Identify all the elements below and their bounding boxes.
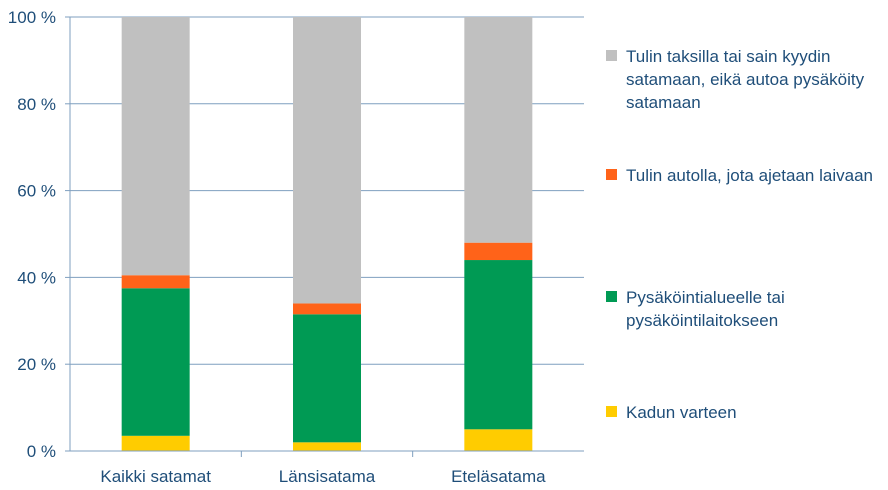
bar-segment-3-3 — [464, 242, 533, 261]
legend-label-car-onboard: Tulin autolla, jota ajetaan laivaan — [626, 166, 873, 185]
legend-item-parking: Pysäköintialueelle tai pysäköintilaitoks… — [606, 286, 881, 332]
legend-label-taxi: Tulin taksilla tai sain kyydin satamaan,… — [626, 47, 865, 112]
legend-swatch-street — [606, 406, 617, 417]
y-tick-label: 0 % — [27, 442, 56, 461]
y-tick-label: 100 % — [8, 8, 56, 27]
bar-segment-3-4 — [464, 17, 533, 243]
legend-item-street: Kadun varteen — [606, 401, 881, 424]
y-tick-labels: 0 % 20 % 40 % 60 % 80 % 100 % — [8, 8, 56, 461]
bar-segment-1-1 — [121, 435, 190, 451]
bar-segment-2-4 — [293, 17, 361, 304]
legend-label-street: Kadun varteen — [626, 403, 737, 422]
y-tick-label: 60 % — [17, 182, 56, 201]
bar-segment-3-2 — [464, 260, 533, 430]
legend-swatch-car-onboard — [606, 169, 617, 180]
x-category-label: Eteläsatama — [451, 467, 546, 486]
axes — [65, 16, 584, 457]
x-category-labels: Kaikki satamat Länsisatama Eteläsatama — [100, 467, 546, 486]
x-category-label: Kaikki satamat — [100, 467, 211, 486]
bar-segment-1-3 — [121, 275, 190, 289]
x-category-label: Länsisatama — [279, 467, 376, 486]
legend-label-parking: Pysäköintialueelle tai pysäköintilaitoks… — [626, 288, 785, 330]
y-tick-label: 80 % — [17, 95, 56, 114]
y-tick-label: 40 % — [17, 268, 56, 287]
y-tick-label: 20 % — [17, 355, 56, 374]
bars — [121, 17, 533, 451]
bar-segment-1-2 — [121, 288, 190, 436]
legend-swatch-parking — [606, 291, 617, 302]
legend-item-taxi: Tulin taksilla tai sain kyydin satamaan,… — [606, 45, 881, 114]
bar-segment-2-3 — [293, 303, 361, 315]
bar-segment-1-4 — [121, 17, 190, 276]
legend-swatch-taxi — [606, 50, 617, 61]
bar-segment-3-1 — [464, 429, 533, 451]
bar-segment-2-2 — [293, 314, 361, 443]
legend-item-car-onboard: Tulin autolla, jota ajetaan laivaan — [606, 164, 881, 187]
bar-segment-2-1 — [293, 442, 361, 451]
